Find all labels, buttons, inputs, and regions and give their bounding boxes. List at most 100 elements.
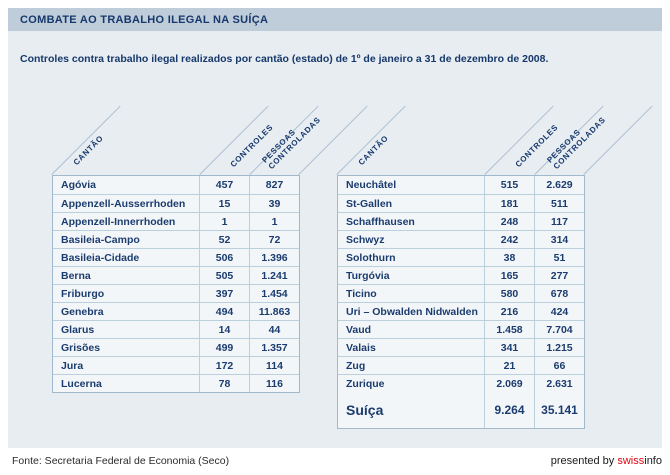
- cell-controles: 38: [485, 249, 535, 266]
- table-row: Zug 21 66: [338, 356, 584, 374]
- cell-canton: Berna: [53, 267, 200, 284]
- cell-controles: 216: [485, 303, 535, 320]
- cell-pessoas: 424: [550, 305, 569, 318]
- cell-pessoas: 2.631: [546, 377, 573, 390]
- cell-pessoas: 44: [268, 323, 281, 336]
- cell-controles: 165: [485, 267, 535, 284]
- cell-controles: 78: [200, 375, 250, 392]
- cell-canton: Basileia-Campo: [53, 231, 200, 248]
- cell-canton: Zug: [338, 357, 485, 374]
- cell-controles: 1: [200, 213, 250, 230]
- cell-canton: Turgóvia: [338, 267, 485, 284]
- table-left-body: Agóvia 457 827 Appenzell-Ausserrhoden 15…: [52, 175, 300, 393]
- cell-pessoas: 11.863: [258, 305, 291, 318]
- cell-pessoas: 1.454: [261, 287, 288, 300]
- swissinfo-logo-red: swiss: [617, 455, 645, 467]
- cell-canton: Grisões: [53, 339, 200, 356]
- table-right-rows: Neuchâtel 515 2.629 St-Gallen 181 511 Sc…: [338, 176, 584, 392]
- table-row: Jura 172 114: [53, 356, 299, 374]
- cell-canton: Agóvia: [53, 176, 200, 194]
- cell-controles: 499: [200, 339, 250, 356]
- cell-canton: Vaud: [338, 321, 485, 338]
- cell-pessoas: 114: [266, 359, 283, 372]
- cell-canton: Lucerna: [53, 375, 200, 392]
- total-pessoas: 35.141: [541, 403, 578, 417]
- presented-by: presented by swissinfo: [551, 455, 662, 467]
- diagonal-rule: [51, 105, 121, 175]
- swissinfo-logo-dark: info: [644, 455, 662, 467]
- cell-controles: 248: [485, 213, 535, 230]
- table-row: Appenzell-Innerrhoden 1 1: [53, 212, 299, 230]
- table-row: Zurique 2.069 2.631: [338, 374, 584, 392]
- cell-canton: Glarus: [53, 321, 200, 338]
- cell-canton: Appenzell-Ausserrhoden: [53, 195, 200, 212]
- cell-pessoas: 72: [268, 233, 281, 246]
- cell-pessoas: 511: [551, 197, 568, 210]
- table-row: Appenzell-Ausserrhoden 15 39: [53, 194, 299, 212]
- column-header-pessoas-line1: PESSOAS: [545, 127, 583, 165]
- table-row: Schwyz 242 314: [338, 230, 584, 248]
- table-row: Basileia-Cidade 506 1.396: [53, 248, 299, 266]
- table-row: St-Gallen 181 511: [338, 194, 584, 212]
- table-row: Friburgo 397 1.454: [53, 284, 299, 302]
- cell-controles: 341: [485, 339, 535, 356]
- table-row: Neuchâtel 515 2.629: [338, 176, 584, 194]
- column-header-pessoas: PESSOAS CONTROLADAS: [545, 109, 607, 171]
- cell-canton: Neuchâtel: [338, 176, 485, 194]
- cell-controles: 21: [485, 357, 535, 374]
- cell-controles: 2.069: [485, 375, 535, 392]
- table-row: Glarus 14 44: [53, 320, 299, 338]
- cell-pessoas: 66: [553, 359, 566, 372]
- table-row: Agóvia 457 827: [53, 176, 299, 194]
- cell-canton: Friburgo: [53, 285, 200, 302]
- content-panel: Controles contra trabalho ilegal realiza…: [8, 31, 662, 448]
- cell-pessoas: 1.241: [261, 269, 288, 282]
- total-controles: 9.264: [485, 392, 535, 428]
- cell-controles: 14: [200, 321, 250, 338]
- cell-pessoas: 39: [268, 197, 281, 210]
- cell-canton: Schwyz: [338, 231, 485, 248]
- cell-controles: 457: [200, 176, 250, 194]
- cell-controles: 506: [200, 249, 250, 266]
- total-row: Suíça 9.264 35.141: [338, 392, 584, 428]
- table-row: Ticino 580 678: [338, 284, 584, 302]
- cell-canton: Basileia-Cidade: [53, 249, 200, 266]
- cell-controles: 15: [200, 195, 250, 212]
- cell-controles: 397: [200, 285, 250, 302]
- cell-controles: 515: [485, 176, 535, 194]
- table-row: Solothurn 38 51: [338, 248, 584, 266]
- cell-pessoas: 1: [271, 215, 278, 228]
- table-row: Basileia-Campo 52 72: [53, 230, 299, 248]
- table-row: Turgóvia 165 277: [338, 266, 584, 284]
- table-row: Valais 341 1.215: [338, 338, 584, 356]
- column-header-pessoas: PESSOAS CONTROLADAS: [260, 109, 322, 171]
- cell-pessoas: 277: [550, 269, 569, 282]
- cell-pessoas: 1.396: [261, 251, 288, 264]
- cell-canton: Valais: [338, 339, 485, 356]
- table-row: Genebra 494 11.863: [53, 302, 299, 320]
- cell-pessoas: 314: [550, 233, 569, 246]
- footer-source: Fonte: Secretaria Federal de Economia (S…: [12, 455, 230, 467]
- diagonal-rule: [336, 105, 406, 175]
- table-row: Grisões 499 1.357: [53, 338, 299, 356]
- cell-controles: 505: [200, 267, 250, 284]
- cell-pessoas: 1.357: [261, 341, 288, 354]
- cell-controles: 242: [485, 231, 535, 248]
- cell-pessoas: 2.629: [546, 179, 573, 191]
- cell-pessoas: 117: [551, 215, 568, 228]
- cell-pessoas: 51: [553, 251, 566, 264]
- cell-pessoas: 1.215: [546, 341, 573, 354]
- page-title: COMBATE AO TRABALHO ILEGAL NA SUÍÇA: [20, 13, 269, 26]
- cell-controles: 52: [200, 231, 250, 248]
- cell-canton: Genebra: [53, 303, 200, 320]
- cell-pessoas: 7.704: [546, 323, 573, 336]
- cell-controles: 494: [200, 303, 250, 320]
- table-row: Schaffhausen 248 117: [338, 212, 584, 230]
- cell-canton: Appenzell-Innerrhoden: [53, 213, 200, 230]
- footer: Fonte: Secretaria Federal de Economia (S…: [12, 453, 662, 469]
- table-row: Vaud 1.458 7.704: [338, 320, 584, 338]
- cell-canton: Jura: [53, 357, 200, 374]
- cell-controles: 580: [485, 285, 535, 302]
- table-row: Lucerna 78 116: [53, 374, 299, 392]
